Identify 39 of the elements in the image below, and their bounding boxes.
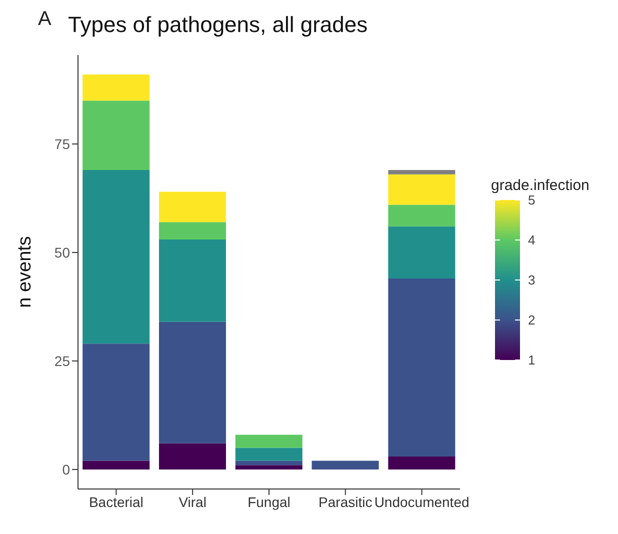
color-bar-label: 1: [528, 352, 536, 368]
bar: [82, 170, 150, 344]
bar: [82, 100, 150, 170]
x-tick-label: Fungal: [248, 494, 290, 510]
x-tick-label: Viral: [178, 494, 206, 510]
bar: [388, 174, 456, 205]
bar: [235, 465, 302, 470]
bar: [388, 170, 456, 174]
bar: [82, 460, 150, 470]
bar: [235, 448, 302, 461]
color-bar-label: 4: [528, 232, 536, 248]
y-tick-label: 25: [54, 352, 70, 369]
bar: [158, 443, 226, 470]
y-tick-label: 50: [54, 244, 70, 260]
y-tick-label: 75: [54, 136, 70, 152]
bar: [158, 192, 226, 222]
bar: [235, 460, 302, 466]
chart-title: Types of pathogens, all grades: [68, 12, 368, 38]
y-tick-label: 0: [62, 461, 70, 478]
bar: [158, 322, 226, 444]
bar: [312, 460, 379, 470]
bar: [235, 434, 302, 448]
bar: [388, 278, 456, 456]
bar: [82, 74, 150, 101]
text: A: [38, 8, 52, 31]
x-tick-label: Undocumented: [374, 494, 470, 510]
x-tick-label: Bacterial: [88, 494, 144, 510]
bar: [82, 344, 150, 461]
color-bar-label: 2: [528, 312, 536, 328]
y-axis-title: n events: [14, 236, 36, 308]
color-bar-label: 3: [528, 272, 536, 288]
bar: [388, 226, 456, 279]
color-bar-label: 5: [528, 192, 536, 208]
bar: [158, 222, 226, 240]
bar: [388, 456, 456, 470]
bar: [158, 239, 226, 322]
bar: [388, 204, 456, 226]
color-bar-title: grade.infection: [491, 177, 590, 194]
x-tick-label: Parasitic: [318, 494, 372, 510]
